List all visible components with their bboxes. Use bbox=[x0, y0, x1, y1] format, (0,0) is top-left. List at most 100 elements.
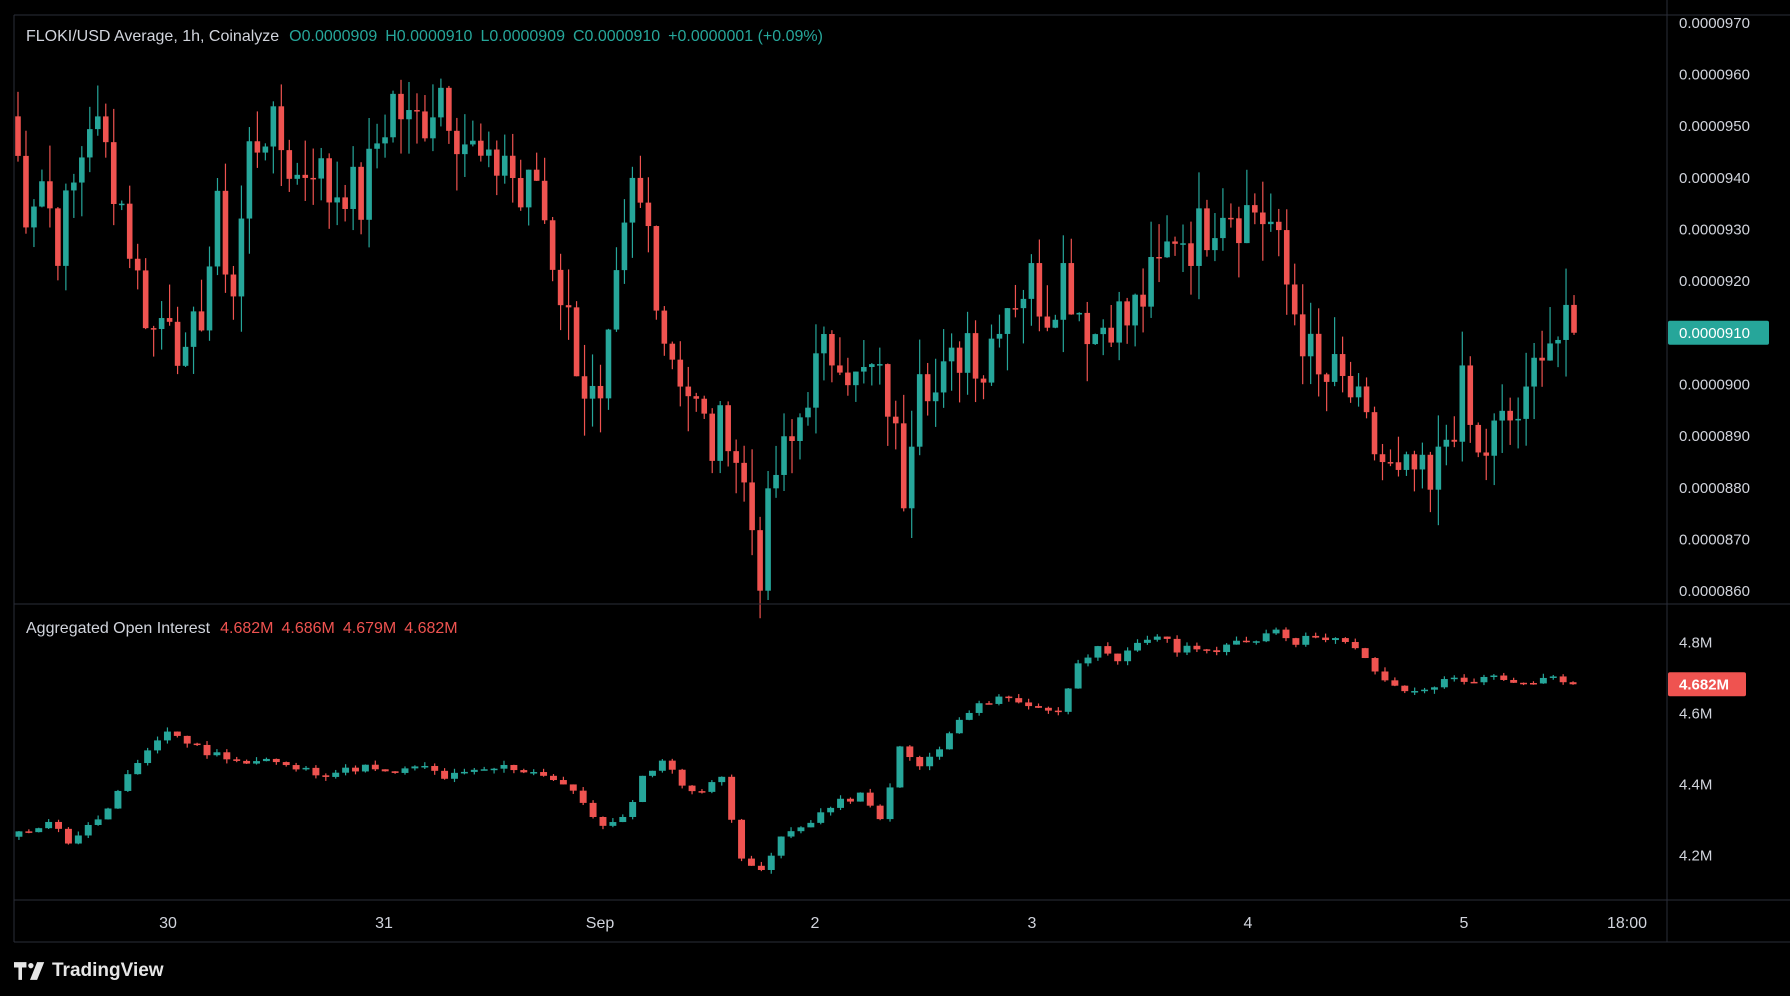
oi-candle-body bbox=[1470, 681, 1478, 684]
price-candle-body bbox=[956, 347, 963, 373]
price-candle-body bbox=[693, 396, 700, 399]
oi-candle bbox=[688, 785, 696, 795]
price-candle bbox=[1028, 254, 1035, 326]
oi-candle bbox=[1302, 632, 1310, 647]
price-tick-label: 0.0000870 bbox=[1679, 531, 1750, 548]
price-candle bbox=[1156, 224, 1162, 283]
oi-candle-body bbox=[332, 772, 340, 777]
oi-candle bbox=[1520, 682, 1528, 686]
price-candle-body bbox=[1060, 263, 1067, 320]
oi-candle bbox=[15, 831, 23, 840]
time-tick-label: 30 bbox=[159, 915, 177, 932]
price-candle bbox=[1539, 330, 1545, 387]
oi-candle-body bbox=[94, 819, 102, 825]
oi-candle-body bbox=[728, 776, 736, 820]
oi-candle bbox=[1005, 695, 1013, 702]
oi-candle-body bbox=[104, 808, 112, 820]
price-candle bbox=[1491, 413, 1498, 486]
oi-candle-body bbox=[1411, 691, 1419, 693]
price-candle-body bbox=[1220, 217, 1226, 239]
price-candle-body bbox=[71, 182, 77, 191]
oi-tick-label: 4.2M bbox=[1679, 848, 1712, 865]
oi-candle-body bbox=[1431, 687, 1438, 690]
price-candle bbox=[470, 120, 476, 147]
oi-candle bbox=[1510, 677, 1518, 684]
price-candle bbox=[677, 341, 684, 407]
oi-candle bbox=[371, 760, 379, 772]
price-candle bbox=[1036, 239, 1043, 332]
price-candle bbox=[709, 408, 716, 474]
price-tick-label: 0.0000920 bbox=[1679, 273, 1750, 290]
price-candle-body bbox=[1044, 316, 1051, 328]
price-candle bbox=[637, 155, 644, 208]
price-candle bbox=[757, 516, 763, 619]
price-candle bbox=[629, 166, 636, 258]
price-candle-body bbox=[717, 405, 723, 461]
oi-candle-body bbox=[738, 819, 746, 859]
price-candle bbox=[1299, 284, 1306, 385]
oi-candle bbox=[1143, 635, 1151, 645]
price-candle bbox=[892, 400, 899, 450]
oi-candle bbox=[787, 827, 795, 839]
oi-candle bbox=[569, 784, 577, 794]
price-candle-body bbox=[517, 178, 524, 208]
price-candle bbox=[813, 324, 819, 434]
oi-candle-body bbox=[510, 764, 518, 771]
price-candle-body bbox=[1004, 308, 1011, 334]
price-candle bbox=[1435, 415, 1442, 526]
oi-candle-body bbox=[975, 703, 983, 713]
oi-candle bbox=[609, 818, 617, 828]
oi-candle bbox=[114, 789, 122, 809]
oi-candle-body bbox=[1074, 663, 1082, 689]
oi-candle-body bbox=[1084, 657, 1092, 664]
price-candle bbox=[1052, 314, 1059, 329]
oi-candle-body bbox=[441, 770, 449, 779]
price-candle-body bbox=[916, 374, 923, 447]
oi-candle bbox=[807, 820, 815, 828]
price-candle-body bbox=[23, 155, 29, 228]
oi-candle-body bbox=[866, 792, 874, 806]
price-candle-body bbox=[797, 417, 803, 441]
price-candle bbox=[1523, 352, 1529, 446]
price-candle bbox=[956, 341, 963, 403]
price-candle bbox=[94, 85, 101, 136]
price-candle-body bbox=[454, 130, 460, 155]
symbol-label[interactable]: FLOKI/USD Average, 1h, Coinalyze bbox=[26, 28, 280, 45]
price-candle bbox=[1451, 416, 1458, 448]
price-candle bbox=[1283, 209, 1290, 315]
price-candle-body bbox=[1068, 263, 1075, 315]
open-interest-candles bbox=[15, 627, 1577, 874]
price-candle bbox=[430, 84, 436, 152]
price-candle bbox=[1499, 384, 1505, 453]
price-candle bbox=[1148, 221, 1154, 318]
price-candle bbox=[821, 326, 827, 381]
price-candle-body bbox=[581, 376, 588, 399]
price-candle-body bbox=[270, 106, 277, 147]
oi-candle bbox=[104, 807, 112, 820]
price-candle bbox=[525, 169, 532, 226]
oi-candle bbox=[777, 836, 785, 859]
price-candle-body bbox=[637, 177, 644, 203]
oi-candle bbox=[747, 855, 755, 866]
price-candle bbox=[876, 347, 883, 385]
price-candle bbox=[1220, 188, 1226, 251]
price-candle bbox=[110, 108, 117, 226]
oi-candle-body bbox=[955, 719, 963, 734]
oi-candle-body bbox=[233, 759, 241, 761]
price-candle-body bbox=[446, 87, 452, 131]
price-candle bbox=[350, 146, 356, 231]
ohlc-high: H0.0000910 bbox=[385, 28, 473, 45]
oi-candle bbox=[1104, 642, 1112, 656]
oi-title[interactable]: Aggregated Open Interest bbox=[26, 620, 211, 637]
price-candle bbox=[557, 253, 564, 331]
oi-candle bbox=[1332, 637, 1339, 644]
price-candle bbox=[63, 183, 69, 291]
tradingview-logo[interactable]: TradingView bbox=[14, 960, 164, 982]
price-tick-label: 0.0000890 bbox=[1679, 428, 1750, 445]
price-candle bbox=[1084, 301, 1091, 382]
price-candle-body bbox=[198, 311, 205, 331]
oi-candle-body bbox=[1213, 650, 1221, 653]
price-candle bbox=[1371, 406, 1378, 461]
price-candle bbox=[685, 366, 692, 432]
